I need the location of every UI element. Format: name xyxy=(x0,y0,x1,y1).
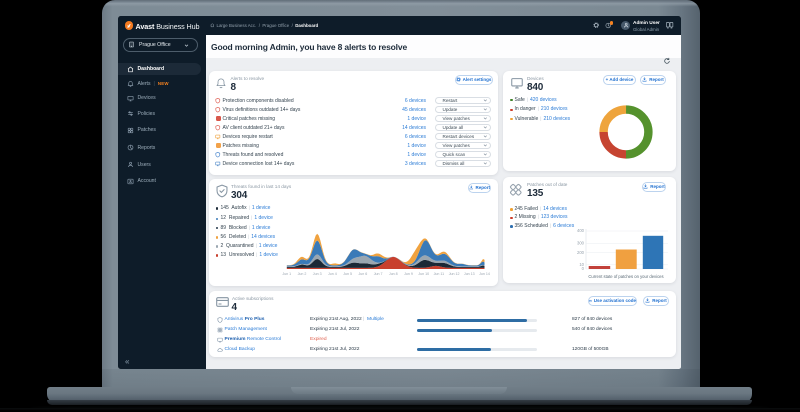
svg-text:10: 10 xyxy=(579,262,584,267)
svg-text:200: 200 xyxy=(577,250,585,255)
svg-text:300: 300 xyxy=(577,241,585,246)
svg-text:400: 400 xyxy=(577,228,585,233)
svg-text:0: 0 xyxy=(582,266,585,271)
